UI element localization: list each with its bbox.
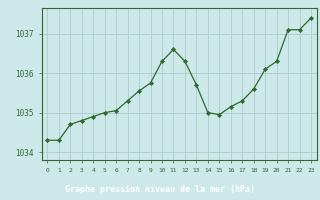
Text: Graphe pression niveau de la mer (hPa): Graphe pression niveau de la mer (hPa) — [65, 185, 255, 194]
